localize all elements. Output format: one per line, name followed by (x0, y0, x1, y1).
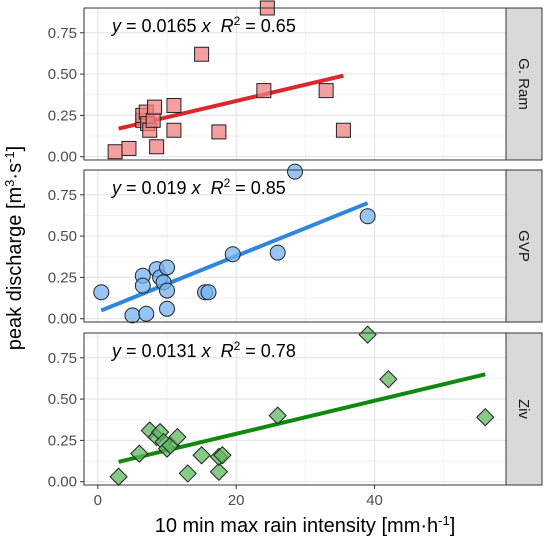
data-point (166, 122, 182, 138)
data-point (159, 259, 176, 276)
data-point (159, 300, 176, 317)
y-tick-label: 0.00 (48, 474, 77, 491)
data-point (224, 246, 241, 263)
y-tick-label: 0.75 (48, 25, 77, 42)
y-tick-label: 0.50 (48, 228, 77, 245)
panel-1: 0.00 0.25 0.50 0.75 y = 0.0165 x R2 = 0.65 G.… (48, 0, 543, 166)
data-point (287, 163, 303, 180)
data-point (358, 325, 377, 344)
equation-annotation: y = 0.019 x R2 = 0.85 (110, 176, 286, 198)
data-point (149, 139, 165, 155)
y-axis-title: peak discharge [m3·s-1] (2, 146, 27, 350)
data-point (213, 446, 232, 465)
y-tick-label: 0.25 (48, 269, 77, 286)
panel-3: 0.00 0.25 0.50 0.75 y = 0.0131 x R2 = 0.78 Zi… (48, 325, 543, 509)
data-point (130, 444, 149, 463)
facet-strip-label: G. Ram (515, 58, 532, 110)
panels-group: 0.00 0.25 0.50 0.75 y = 0.0165 x R2 = 0.65 G.… (48, 0, 543, 509)
y-tick-label: 0.00 (48, 149, 77, 166)
y-tick-label: 0.75 (48, 350, 77, 367)
facet-strip (505, 332, 543, 486)
data-point (318, 83, 334, 99)
facet-strip-label: GVP (515, 230, 532, 262)
data-point (256, 83, 272, 99)
facet-strip (505, 169, 543, 323)
facet-strip-label: Ziv (515, 399, 532, 419)
x-tick-label: 0 (94, 492, 102, 509)
data-point (476, 408, 495, 427)
y-tick-label: 0.25 (48, 107, 77, 124)
data-point (268, 406, 287, 425)
data-point (124, 307, 141, 324)
data-point (145, 112, 161, 128)
x-axis-title: 10 min max rain intensity [mm·h-1] (155, 513, 456, 538)
data-point (200, 284, 217, 301)
y-tick-label: 0.50 (48, 66, 77, 83)
data-point (121, 140, 137, 156)
data-point (335, 122, 351, 138)
data-point (134, 277, 151, 294)
data-point (269, 244, 286, 261)
data-point (159, 282, 176, 299)
fit-line (118, 372, 486, 464)
data-point (192, 446, 211, 465)
data-point (194, 46, 210, 62)
data-point (209, 462, 229, 481)
data-point (168, 427, 187, 447)
data-point (379, 370, 398, 389)
panel-2: 0.00 0.25 0.50 0.75 y = 0.019 x R2 = 0.85 GVP (48, 163, 543, 328)
y-tick-label: 0.25 (48, 432, 77, 449)
y-tick-label: 0.50 (48, 391, 77, 408)
equation-annotation: y = 0.0131 x R2 = 0.78 (110, 339, 296, 361)
data-point (166, 97, 182, 113)
equation-annotation: y = 0.0165 x R2 = 0.65 (110, 14, 296, 36)
data-point (93, 284, 110, 301)
data-point (359, 208, 376, 225)
data-point (107, 144, 123, 160)
data-point (147, 99, 163, 115)
data-point (138, 305, 155, 322)
data-point (178, 464, 197, 483)
data-point (211, 124, 227, 140)
facet-strip (505, 7, 543, 161)
x-tick-label: 40 (366, 492, 383, 509)
y-tick-label: 0.00 (48, 311, 77, 328)
x-tick-label: 20 (228, 492, 245, 509)
y-tick-label: 0.75 (48, 187, 77, 204)
